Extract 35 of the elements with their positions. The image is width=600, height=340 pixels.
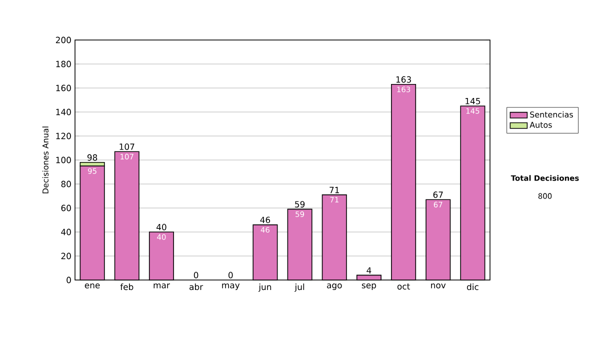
total-label: 40 bbox=[156, 224, 166, 230]
total-label: 67 bbox=[433, 192, 443, 198]
x-tick-label: abr bbox=[190, 284, 204, 290]
y-tick-label: 180 bbox=[56, 60, 71, 68]
x-tick-label: ene bbox=[84, 284, 100, 288]
x-tick-label: sep bbox=[362, 284, 376, 290]
y-tick-label: 20 bbox=[61, 252, 71, 260]
y-tick-label: 100 bbox=[56, 156, 71, 164]
y-tick-label: 200 bbox=[56, 36, 71, 44]
x-tick-label: feb bbox=[120, 284, 134, 290]
y-tick-label: 0 bbox=[66, 276, 71, 284]
y-tick-label: 140 bbox=[56, 108, 71, 116]
x-tick-label: jun bbox=[258, 284, 272, 292]
total-label: 107 bbox=[120, 144, 134, 150]
total-label: 0 bbox=[228, 272, 233, 278]
x-tick-label: mar bbox=[154, 284, 170, 288]
y-tick-label: 60 bbox=[61, 204, 71, 212]
y-tick-label: 120 bbox=[56, 132, 71, 140]
total-label: 0 bbox=[194, 272, 198, 278]
y-tick-label: 40 bbox=[61, 228, 71, 236]
x-tick-label: nov bbox=[431, 284, 446, 288]
x-tick-label: ago bbox=[327, 284, 342, 290]
total-label: 4 bbox=[366, 267, 372, 274]
total-label: 46 bbox=[260, 216, 270, 224]
x-tick-label: oct bbox=[397, 284, 410, 290]
y-tick-label: 160 bbox=[56, 84, 71, 92]
total-label: 71 bbox=[330, 186, 339, 194]
y-tick-label: 80 bbox=[61, 180, 71, 188]
x-tick-label: may bbox=[222, 284, 240, 290]
total-label: 59 bbox=[295, 201, 305, 208]
x-tick-label: dic bbox=[466, 284, 478, 290]
total-label: 163 bbox=[396, 76, 411, 83]
x-tick-label: jul bbox=[294, 284, 304, 292]
total-label: 98 bbox=[87, 154, 98, 161]
total-label: 145 bbox=[466, 98, 480, 104]
